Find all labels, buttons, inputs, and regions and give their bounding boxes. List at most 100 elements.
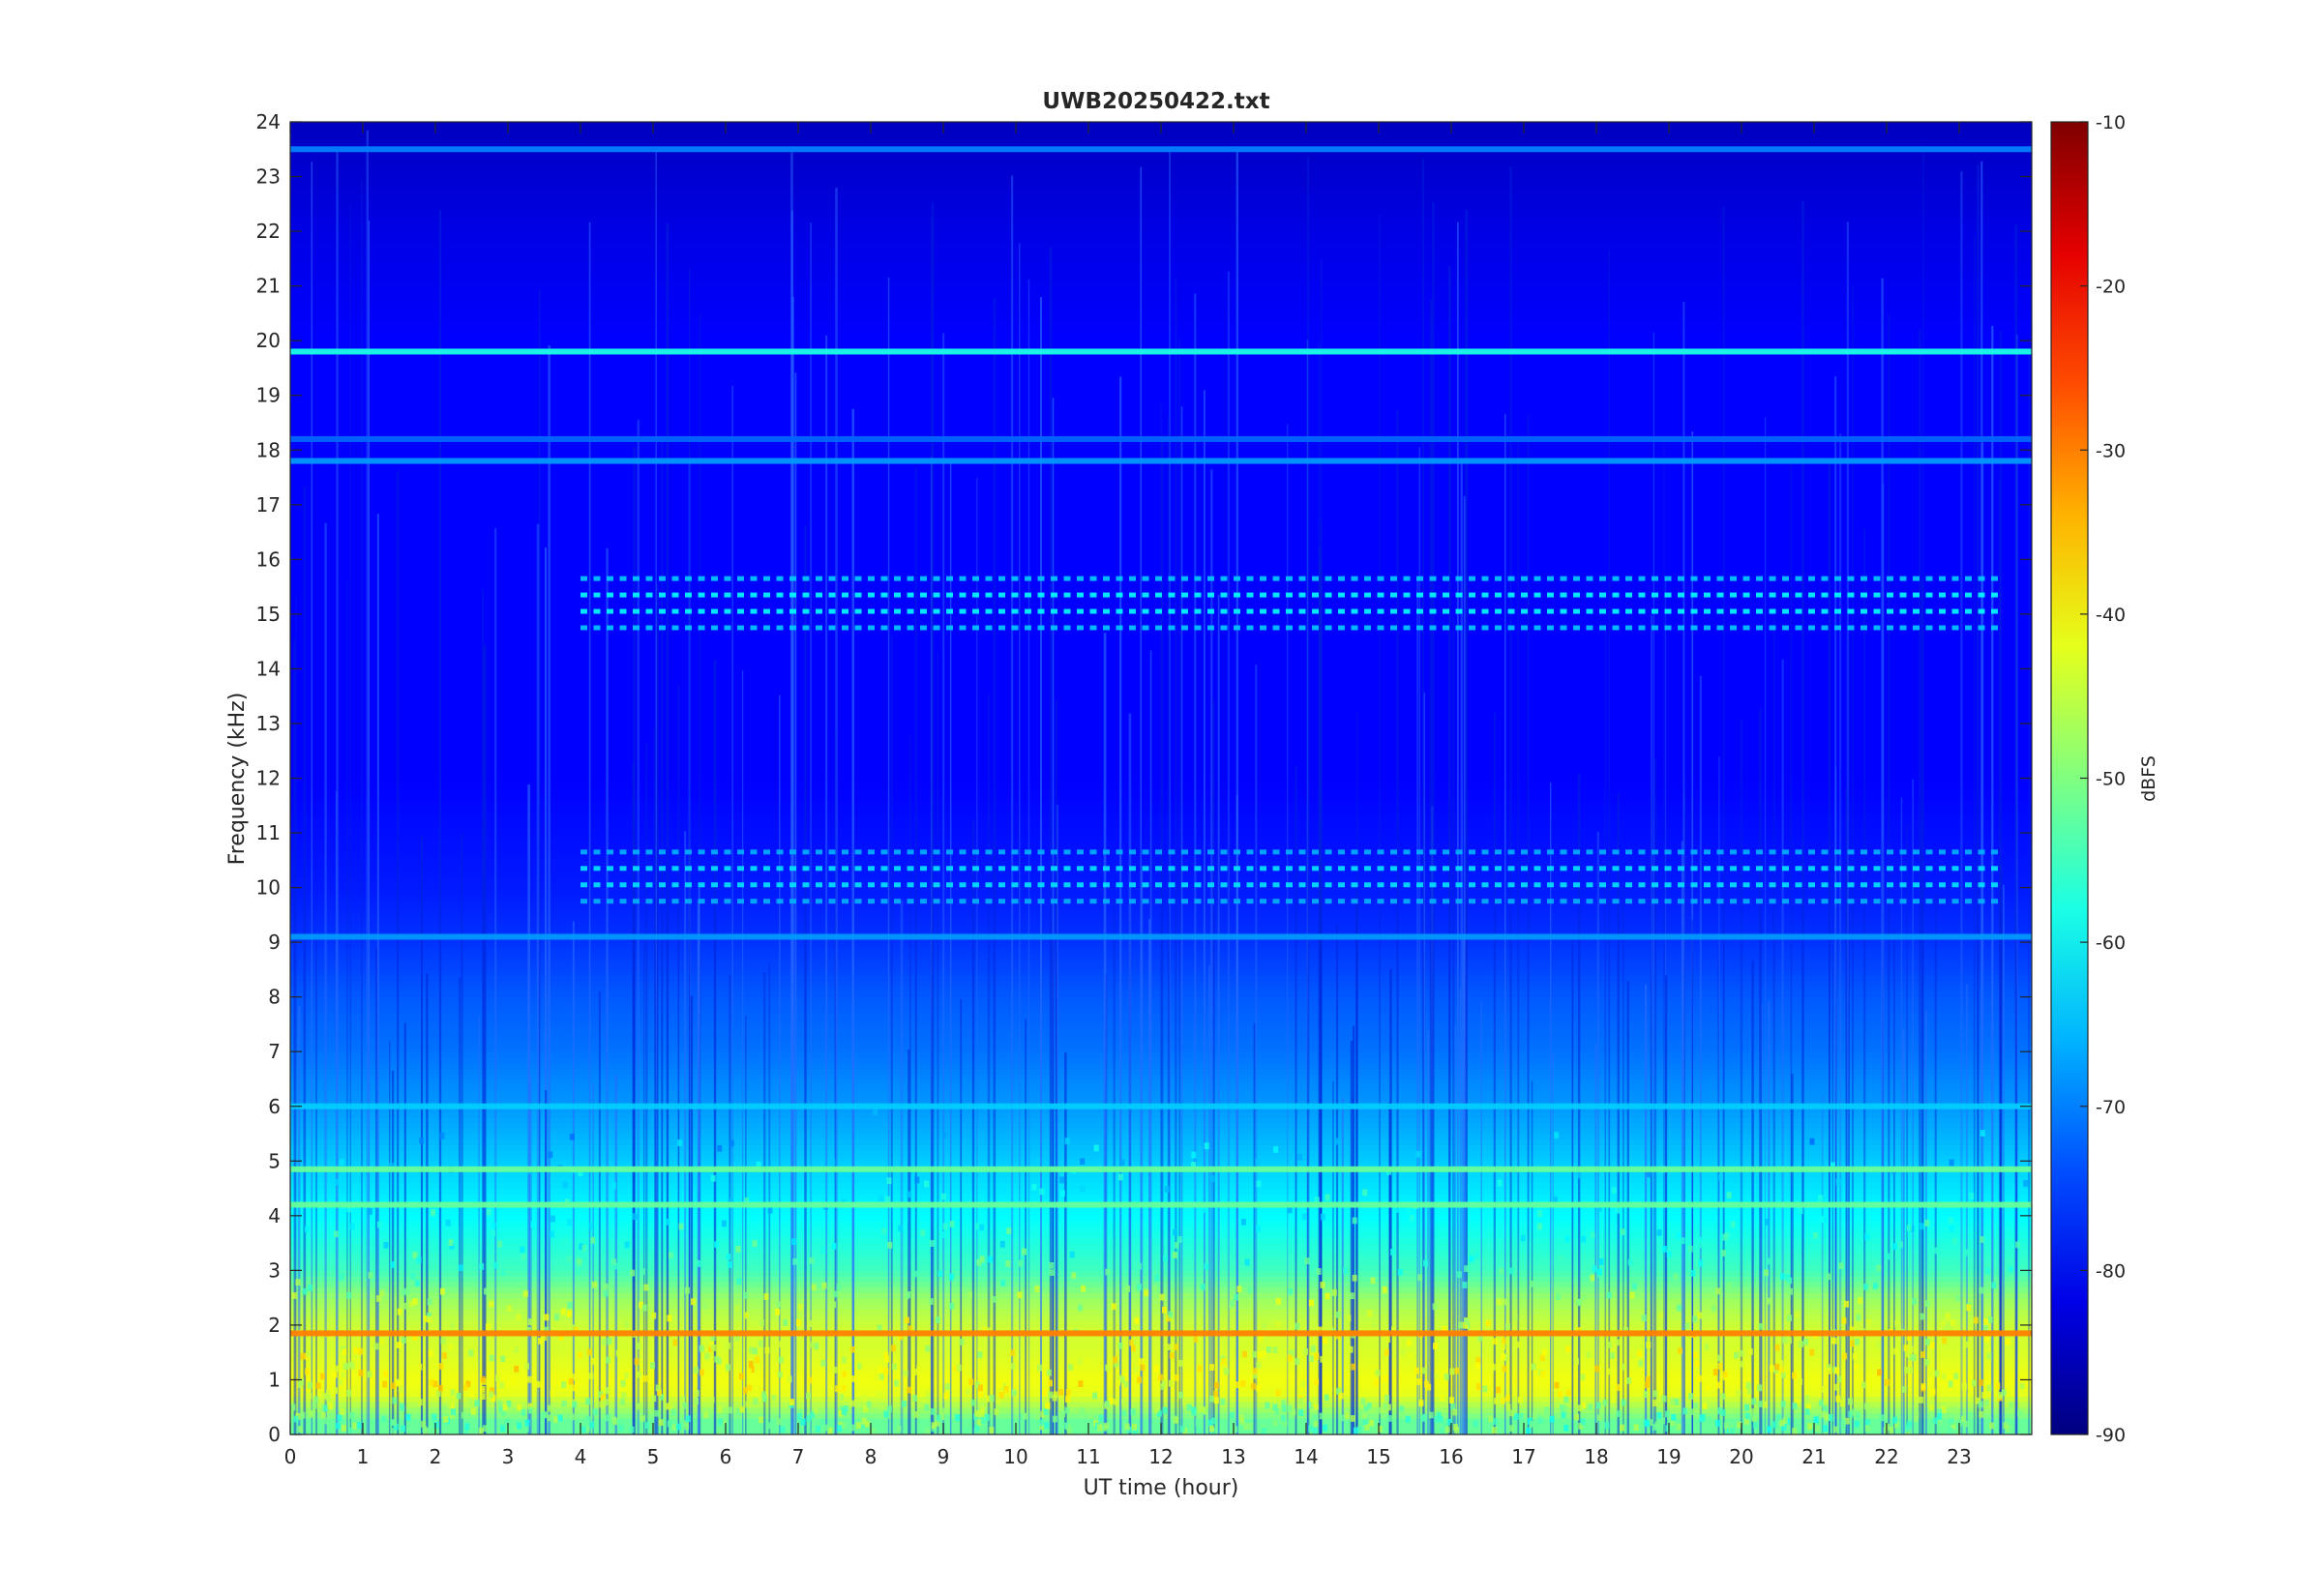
noise-speckle	[1442, 1325, 1447, 1333]
noise-speckle	[704, 1352, 710, 1360]
impulse-streak	[1055, 699, 1057, 1434]
pulse-segment	[1521, 899, 1528, 904]
pulse-segment	[1246, 849, 1254, 855]
noise-speckle	[1383, 1403, 1388, 1410]
noise-speckle	[743, 1312, 749, 1319]
pulse-segment	[1103, 849, 1110, 855]
spectrum-band	[290, 1314, 2032, 1320]
pulse-segment	[1612, 608, 1620, 614]
impulse-streak	[1509, 165, 1512, 1435]
noise-speckle	[658, 1419, 664, 1426]
noise-speckle	[1697, 1312, 1703, 1319]
noise-speckle	[376, 1221, 382, 1228]
noise-speckle	[1911, 1354, 1917, 1361]
pulse-segment	[1011, 882, 1019, 888]
noise-speckle	[408, 1300, 414, 1308]
noise-speckle	[352, 1422, 358, 1430]
pulse-segment	[972, 625, 979, 631]
noise-speckle	[566, 1310, 572, 1317]
noise-speckle	[766, 1422, 772, 1430]
pulse-segment	[1821, 592, 1829, 598]
noise-speckle	[547, 1404, 552, 1412]
impulse-streak	[1318, 547, 1322, 1434]
spectrum-band	[290, 1019, 2032, 1025]
pulse-segment	[1599, 849, 1606, 855]
impulse-streak	[1052, 933, 1055, 1434]
spectrum-band	[290, 450, 2032, 457]
spectrum-band	[290, 1188, 2032, 1195]
pulse-segment	[1978, 576, 1985, 581]
pulse-segment	[1364, 592, 1371, 598]
impulse-streak	[1503, 413, 1506, 1434]
pulse-segment	[1481, 849, 1489, 855]
noise-speckle	[792, 1257, 798, 1265]
pulse-segment	[1207, 882, 1214, 888]
noise-speckle	[1841, 1316, 1847, 1324]
noise-speckle	[892, 1363, 898, 1371]
spectrum-band	[290, 318, 2032, 325]
pulse-segment	[1965, 882, 1972, 888]
pulse-segment	[1116, 882, 1123, 888]
pulse-segment	[1234, 592, 1240, 598]
pulse-segment	[1416, 592, 1423, 598]
noise-speckle	[1590, 1274, 1595, 1282]
noise-speckle	[966, 1369, 971, 1375]
pulse-segment	[1560, 849, 1567, 855]
noise-speckle	[588, 1373, 594, 1379]
pulse-segment	[1037, 608, 1045, 614]
spectrum-band	[290, 652, 2032, 659]
pulse-segment	[1573, 882, 1580, 888]
noise-speckle	[1575, 1299, 1581, 1306]
noise-speckle	[448, 1239, 454, 1247]
noise-speckle	[1191, 1151, 1197, 1159]
pulse-segment	[1077, 866, 1084, 872]
noise-speckle	[726, 1343, 731, 1349]
impulse-streak	[1977, 163, 1980, 1434]
noise-speckle	[392, 1427, 398, 1434]
impulse-streak	[1882, 483, 1885, 1434]
pulse-segment	[1782, 625, 1789, 631]
pulse-segment	[593, 866, 601, 872]
pulse-segment	[1965, 576, 1972, 581]
noise-speckle	[736, 1278, 742, 1285]
noise-speckle	[856, 1362, 862, 1370]
pulse-segment	[1638, 849, 1646, 855]
noise-speckle	[449, 1402, 455, 1409]
impulse-streak	[1790, 464, 1793, 1434]
noise-speckle	[1978, 1401, 1983, 1408]
spectrum-band	[290, 794, 2032, 801]
pulse-segment	[1181, 866, 1188, 872]
noise-speckle	[710, 1174, 716, 1182]
spectrum-band	[290, 1231, 2032, 1239]
pulse-segment	[1063, 625, 1071, 631]
pulse-segment	[1730, 608, 1737, 614]
x-tick-label: 11	[1076, 1445, 1100, 1468]
noise-speckle	[1743, 1417, 1749, 1425]
noise-speckle	[353, 1346, 359, 1354]
pulse-segment	[1443, 576, 1449, 581]
noise-speckle	[1338, 1392, 1344, 1400]
noise-speckle	[1130, 1345, 1136, 1352]
impulse-streak	[890, 635, 893, 1434]
pulse-segment	[1194, 866, 1202, 872]
impulse-streak	[1460, 462, 1463, 1434]
pulse-segment	[816, 608, 822, 614]
spectrum-band	[290, 570, 2032, 576]
noise-speckle	[1924, 1339, 1930, 1345]
noise-speckle	[1836, 1375, 1842, 1383]
spectrum-band	[290, 691, 2032, 697]
noise-speckle	[1038, 1419, 1044, 1427]
noise-speckle	[1156, 1409, 1162, 1417]
noise-speckle	[941, 1131, 947, 1138]
noise-speckle	[619, 1399, 625, 1405]
pulse-segment	[907, 608, 914, 614]
spectrum-band	[290, 1308, 2032, 1315]
pulse-segment	[1403, 608, 1411, 614]
noise-speckle	[1826, 1364, 1831, 1372]
noise-speckle	[1949, 1225, 1954, 1232]
noise-speckle	[814, 1343, 819, 1350]
noise-speckle	[1564, 1235, 1570, 1243]
noise-speckle	[808, 1376, 814, 1384]
noise-speckle	[486, 1208, 491, 1216]
pulse-segment	[1899, 899, 1907, 904]
